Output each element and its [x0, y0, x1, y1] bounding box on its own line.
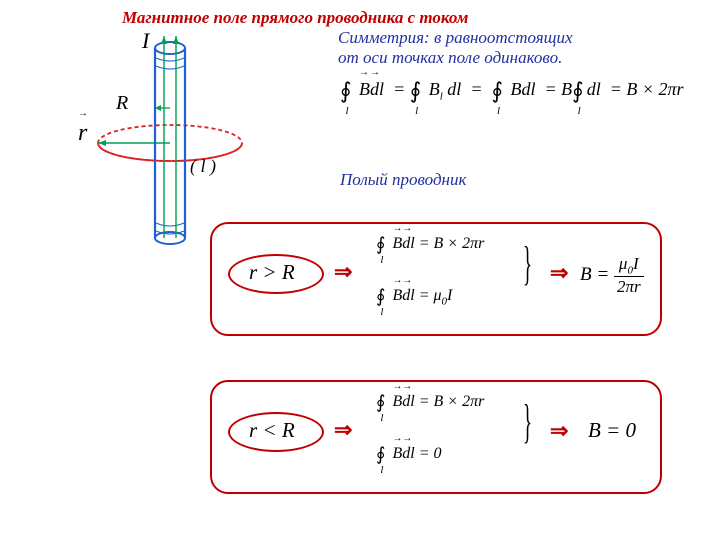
l-loop-label: ( l ): [190, 156, 216, 177]
page-title: Магнитное поле прямого проводника с токо…: [122, 8, 468, 28]
r-vec-label: r: [78, 120, 87, 147]
case2-arrow2: ⇒: [550, 418, 568, 444]
case2-brace: }: [523, 394, 532, 449]
case1-formula1: l Bdl = B × 2πr: [376, 234, 484, 255]
case1-arrow1: ⇒: [334, 259, 352, 285]
case2-formula2: l Bdl = 0: [376, 444, 441, 465]
I-label: I: [142, 28, 149, 54]
case2-arrow1: ⇒: [334, 417, 352, 443]
symmetry-text: Симметрия: в равноотстоящих от оси точка…: [338, 28, 573, 68]
R-label: R: [116, 92, 128, 115]
case1-brace: }: [523, 236, 532, 291]
hollow-conductor-label: Полый проводник: [340, 170, 466, 190]
main-integral-formula: l Bdl = l Bl dl = l Bdl = Bldl = B × 2πr: [340, 78, 684, 104]
case2-result: B = 0: [588, 418, 636, 443]
case1-result: B = μ0I 2πr: [580, 254, 644, 297]
case1-formula2: l Bdl = μ0I: [376, 286, 452, 307]
subtitle-line1: Симметрия: в равноотстоящих: [338, 28, 573, 47]
case1-condition: r > R: [249, 260, 295, 285]
case2-condition: r < R: [249, 418, 295, 443]
case1-arrow2: ⇒: [550, 260, 568, 286]
subtitle-line2: от оси точках поле одинаково.: [338, 48, 562, 67]
case2-formula1: l Bdl = B × 2πr: [376, 392, 484, 413]
